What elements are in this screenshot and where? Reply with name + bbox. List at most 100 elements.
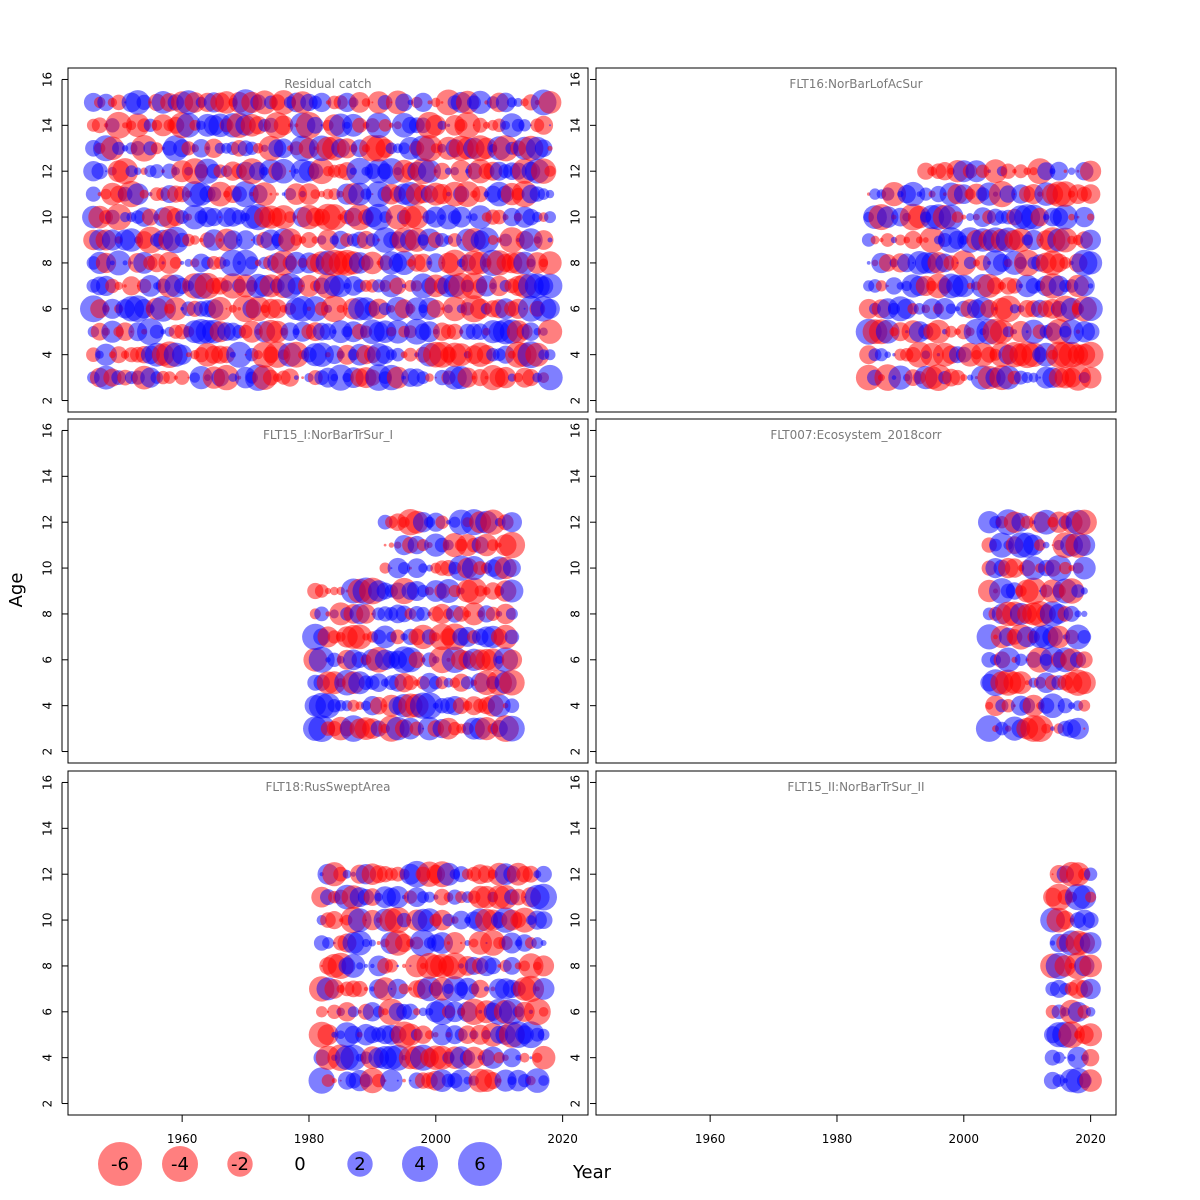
residual-bubble: [529, 1056, 533, 1060]
residual-bubble: [549, 124, 551, 127]
residual-bubble: [91, 163, 108, 180]
residual-bubble: [340, 1044, 367, 1071]
residual-bubble: [406, 558, 427, 578]
residual-bubble: [501, 649, 523, 670]
residual-bubble: [106, 250, 132, 276]
residual-bubble: [491, 209, 507, 225]
residual-bubble: [347, 930, 373, 956]
x-tick-label: 2020: [1075, 1132, 1106, 1146]
residual-bubble: [85, 186, 101, 202]
residual-bubble: [505, 607, 518, 620]
y-tick-label: 16: [569, 72, 583, 87]
residual-bubble: [395, 933, 414, 953]
residual-bubble: [348, 182, 372, 206]
residual-bubble: [874, 348, 889, 362]
y-tick-label: 6: [41, 1008, 55, 1016]
residual-bubble: [271, 158, 296, 184]
residual-bubble: [273, 115, 294, 136]
residual-bubble: [1034, 539, 1046, 551]
residual-bubble: [112, 158, 139, 185]
residual-bubble: [474, 585, 486, 597]
residual-bubble: [938, 204, 964, 230]
y-axis-label: Age: [6, 573, 27, 608]
residual-bubble: [190, 235, 200, 245]
residual-bubble: [538, 1007, 549, 1017]
y-tick-label: 6: [41, 656, 55, 664]
residual-bubble: [278, 228, 302, 252]
residual-bubble: [426, 299, 445, 318]
residual-bubble: [395, 93, 413, 112]
residual-bubble: [537, 364, 563, 391]
size-legend: -6 -4 -2 0 2 4 6: [98, 1142, 502, 1186]
residual-bubble: [1073, 534, 1096, 556]
residual-bubble: [460, 676, 475, 690]
y-tick-label: 4: [569, 1054, 583, 1062]
residual-bubble: [487, 235, 498, 245]
residual-bubble: [503, 957, 521, 975]
y-tick-label: 14: [569, 821, 583, 836]
x-tick-label: 1960: [695, 1132, 726, 1146]
residual-bubble: [1072, 556, 1096, 580]
residual-bubble: [534, 115, 554, 135]
residual-bubble: [114, 281, 123, 291]
residual-bubble: [544, 211, 556, 224]
residual-bubble: [176, 113, 201, 138]
residual-bubble: [1071, 584, 1085, 598]
residual-bubble: [97, 93, 115, 112]
residual-bubble: [1073, 275, 1095, 297]
residual-bubble: [532, 978, 555, 1000]
residual-bubble: [919, 187, 933, 201]
residual-bubble: [321, 204, 348, 231]
axes: 2 4 6 8 10 12 14 16 2 4 6 8 10 12 14 16 2 4 6 8 10 12 14 16 2 4 6 8…: [41, 72, 1106, 1146]
residual-bubble: [392, 250, 417, 275]
legend-label: 6: [474, 1154, 485, 1175]
residual-bubble: [207, 181, 233, 207]
residual-bubble: [504, 629, 520, 645]
residual-bubble: [995, 647, 1021, 673]
residual-bubble: [1080, 229, 1101, 251]
x-tick-label: 2020: [547, 1132, 578, 1146]
residual-bubble: [1082, 912, 1099, 929]
residual-bubble: [441, 249, 469, 277]
residual-bubble: [267, 299, 287, 319]
bubbles: [1040, 861, 1103, 1094]
residual-bubble: [1004, 558, 1025, 578]
residual-bubble: [1059, 561, 1072, 575]
panel-title: FLT007:Ecosystem_2018corr: [770, 428, 941, 442]
residual-bubble: [1085, 1007, 1096, 1017]
residual-bubble: [885, 277, 903, 295]
residual-bubble: [342, 869, 352, 879]
residual-bubble: [125, 165, 138, 178]
residual-bubble: [380, 1069, 403, 1092]
y-tick-label: 12: [569, 164, 583, 179]
residual-bubble: [396, 1079, 399, 1082]
residual-bubble: [544, 165, 556, 177]
residual-bubble: [1041, 723, 1052, 734]
legend-label: 0: [294, 1154, 305, 1175]
residual-bubble: [1079, 1069, 1102, 1092]
residual-bubble: [513, 97, 523, 107]
residual-bubble: [1067, 1046, 1089, 1069]
residual-bubble: [280, 368, 300, 387]
residual-bubble: [515, 1054, 522, 1061]
residual-bubble: [1079, 954, 1102, 978]
y-axis: 2 4 6 8 10 12 14 16: [569, 72, 596, 404]
panel-frame: [595, 770, 1117, 1116]
residual-bubble: [418, 159, 441, 183]
residual-bubble: [213, 364, 240, 391]
residual-bubble: [373, 625, 397, 649]
panels: Residual catch FLT16:NorBarLofAcSur FLT15_…: [67, 67, 1117, 1116]
residual-bubble: [273, 138, 294, 159]
y-tick-label: 2: [41, 748, 55, 756]
residual-bubble: [894, 234, 906, 246]
y-tick-label: 14: [41, 821, 55, 836]
panel-5: FLT18:RusSweptArea: [67, 770, 589, 1116]
y-tick-label: 8: [41, 259, 55, 267]
y-tick-label: 14: [41, 118, 55, 133]
x-tick-label: 1960: [167, 1132, 198, 1146]
residual-bubble: [1052, 227, 1078, 253]
residual-bubble: [1013, 164, 1028, 179]
residual-bubble: [416, 371, 430, 384]
y-tick-label: 16: [41, 775, 55, 790]
residual-bubble: [311, 236, 320, 244]
